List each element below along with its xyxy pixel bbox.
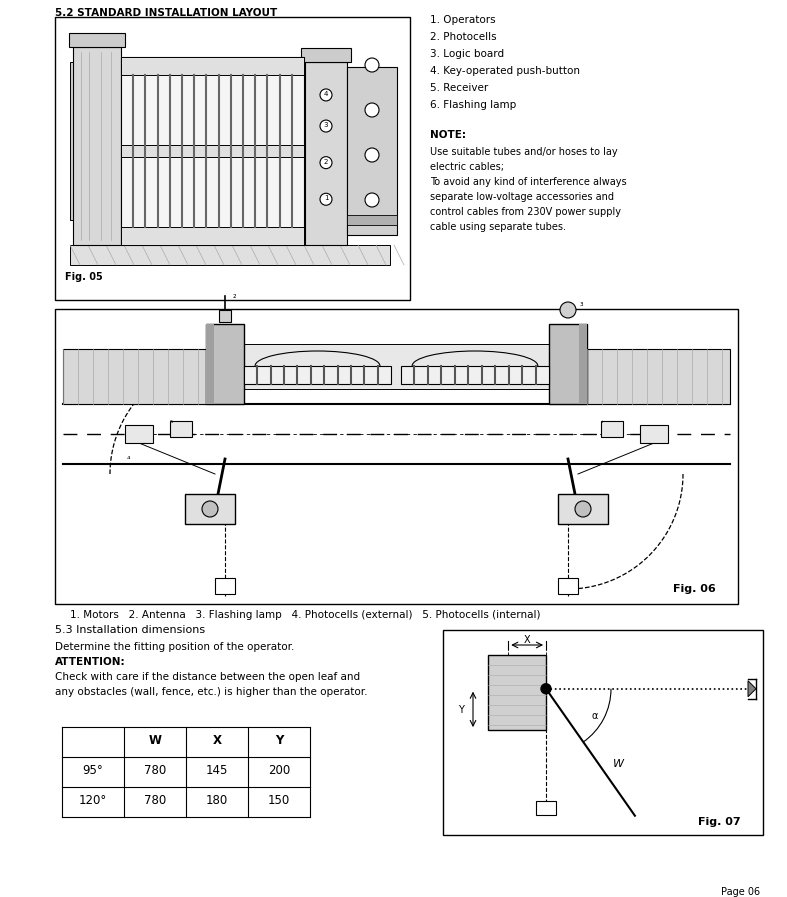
Text: 1: 1: [323, 196, 328, 201]
Text: X: X: [524, 635, 530, 645]
Text: Page 06: Page 06: [721, 887, 760, 897]
Bar: [55, 309, 738, 604]
Text: 95°: 95°: [83, 764, 103, 777]
Circle shape: [575, 501, 591, 517]
Bar: [215, 578, 235, 594]
Text: Fig. 05: Fig. 05: [65, 272, 103, 282]
Circle shape: [365, 193, 379, 207]
Bar: [73, 47, 121, 245]
Bar: [587, 349, 730, 404]
Circle shape: [365, 58, 379, 72]
Bar: [244, 344, 549, 389]
Bar: [488, 655, 546, 730]
Text: Determine the fitting position of the operator.: Determine the fitting position of the op…: [55, 642, 294, 652]
Text: 180: 180: [206, 794, 228, 807]
Bar: [125, 425, 153, 443]
Text: ⁴: ⁴: [127, 455, 131, 464]
Text: ³: ³: [580, 302, 584, 311]
Text: ⁵: ⁵: [170, 419, 173, 428]
Text: ATTENTION:: ATTENTION:: [55, 657, 126, 667]
Text: 4. Key-operated push-button: 4. Key-operated push-button: [430, 66, 580, 76]
Text: 5.2 STANDARD INSTALLATION LAYOUT: 5.2 STANDARD INSTALLATION LAYOUT: [55, 8, 277, 18]
Text: To avoid any kind of interference always: To avoid any kind of interference always: [430, 177, 626, 187]
Text: 200: 200: [268, 764, 290, 777]
Circle shape: [541, 684, 551, 693]
Bar: [219, 310, 231, 322]
Text: 6. Flashing lamp: 6. Flashing lamp: [430, 100, 516, 110]
Text: separate low-voltage accessories and: separate low-voltage accessories and: [430, 192, 614, 202]
Text: electric cables;: electric cables;: [430, 162, 504, 172]
Text: ⁱ: ⁱ: [601, 419, 603, 428]
Bar: [63, 404, 730, 464]
Text: 4: 4: [323, 91, 328, 97]
Bar: [347, 215, 397, 225]
Text: 780: 780: [144, 764, 166, 777]
Bar: [305, 62, 347, 245]
Text: any obstacles (wall, fence, etc.) is higher than the operator.: any obstacles (wall, fence, etc.) is hig…: [55, 687, 368, 697]
Text: 150: 150: [268, 794, 290, 807]
Text: 780: 780: [144, 794, 166, 807]
Text: 120°: 120°: [79, 794, 107, 807]
Bar: [55, 17, 410, 300]
Text: Use suitable tubes and/or hoses to lay: Use suitable tubes and/or hoses to lay: [430, 147, 618, 157]
Bar: [549, 324, 587, 404]
Bar: [185, 494, 235, 524]
Bar: [63, 349, 206, 404]
Circle shape: [320, 157, 332, 169]
Bar: [70, 62, 73, 220]
Bar: [579, 324, 587, 404]
Text: 1. Operators: 1. Operators: [430, 15, 496, 25]
Text: Fig. 07: Fig. 07: [698, 817, 741, 827]
Polygon shape: [70, 245, 390, 265]
Text: α: α: [592, 710, 598, 721]
Text: 3. Logic board: 3. Logic board: [430, 49, 504, 59]
Text: Fig. 06: Fig. 06: [673, 584, 715, 594]
Circle shape: [320, 120, 332, 132]
Circle shape: [365, 103, 379, 117]
Text: X: X: [212, 734, 221, 747]
Bar: [347, 67, 397, 235]
Bar: [121, 227, 304, 245]
Bar: [244, 366, 391, 384]
Bar: [443, 630, 763, 835]
Bar: [206, 324, 214, 404]
Bar: [536, 801, 556, 815]
Text: W: W: [613, 759, 624, 769]
Bar: [601, 421, 623, 437]
Circle shape: [320, 193, 332, 205]
Bar: [558, 578, 578, 594]
Bar: [558, 494, 608, 524]
Text: W: W: [149, 734, 161, 747]
Bar: [401, 366, 549, 384]
Circle shape: [365, 148, 379, 162]
Bar: [121, 57, 304, 245]
Text: 2: 2: [323, 159, 328, 165]
Text: 3: 3: [323, 122, 328, 128]
Text: cable using separate tubes.: cable using separate tubes.: [430, 222, 566, 232]
Bar: [121, 145, 304, 157]
Circle shape: [202, 501, 218, 517]
Bar: [69, 33, 125, 47]
Text: 2. Photocells: 2. Photocells: [430, 32, 497, 42]
Text: Check with care if the distance between the open leaf and: Check with care if the distance between …: [55, 672, 360, 682]
Circle shape: [320, 89, 332, 101]
Text: 5. Receiver: 5. Receiver: [430, 83, 488, 93]
Text: 5.3 Installation dimensions: 5.3 Installation dimensions: [55, 625, 205, 635]
Circle shape: [560, 302, 576, 318]
Text: Y: Y: [458, 705, 464, 716]
Text: 145: 145: [206, 764, 228, 777]
Bar: [170, 421, 192, 437]
Bar: [640, 425, 668, 443]
Text: control cables from 230V power supply: control cables from 230V power supply: [430, 207, 621, 217]
Text: Y: Y: [275, 734, 283, 747]
Text: NOTE:: NOTE:: [430, 130, 466, 140]
Text: ²: ²: [233, 294, 237, 303]
Polygon shape: [748, 681, 756, 697]
Bar: [206, 324, 244, 404]
Text: 1. Motors   2. Antenna   3. Flashing lamp   4. Photocells (external)   5. Photoc: 1. Motors 2. Antenna 3. Flashing lamp 4.…: [70, 610, 541, 620]
Bar: [121, 57, 304, 75]
Bar: [301, 48, 351, 62]
